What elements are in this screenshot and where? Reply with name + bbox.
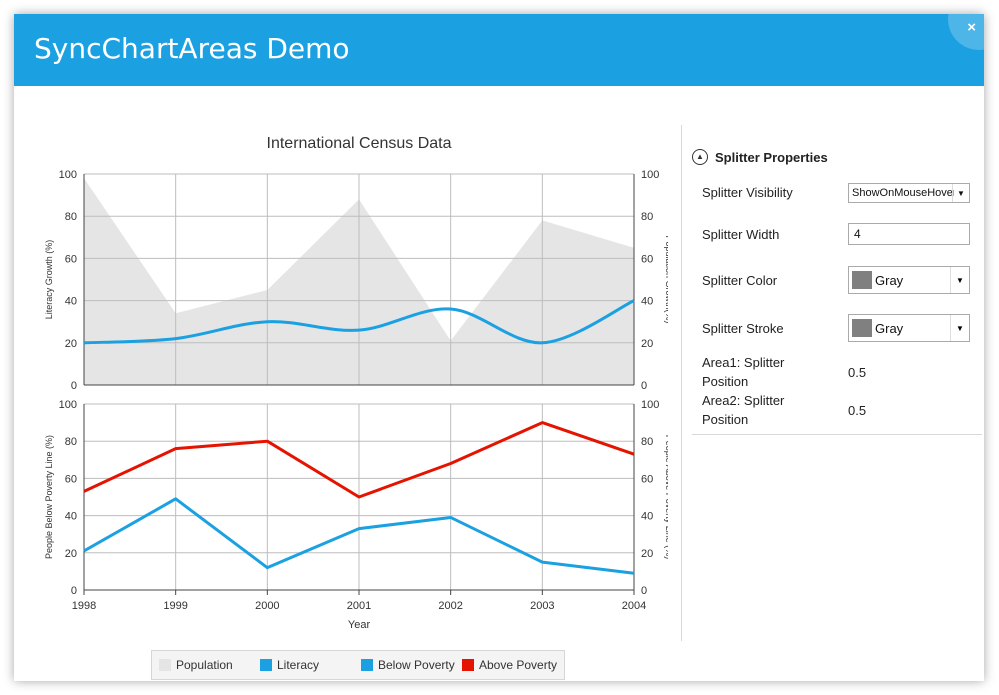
splitter-width-input[interactable]: 4 [848, 223, 970, 245]
splitter-stroke-label: Splitter Stroke [702, 321, 784, 336]
right-tick-label: 80 [641, 211, 653, 223]
panel-title: Splitter Properties [715, 149, 828, 165]
right-tick-label: 60 [641, 473, 653, 485]
below-poverty-series-line [83, 497, 635, 575]
splitter-stroke-picker[interactable]: Gray ▼ [848, 314, 970, 342]
chart-title: International Census Data [267, 135, 452, 152]
splitter-visibility-value: ShowOnMouseHover [852, 187, 954, 199]
x-tick-label: 2002 [438, 600, 462, 612]
census-chart: International Census Data 0 0 20 20 40 40 60 60 8… [44, 135, 668, 631]
splitter-color-label: Splitter Color [702, 273, 778, 288]
splitter-stroke-value: Gray [875, 321, 904, 336]
left-tick-label: 0 [71, 380, 77, 392]
chevron-up-icon[interactable]: ▲ [692, 149, 708, 165]
area2-splitter-position-value: 0.5 [848, 403, 867, 418]
color-swatch [852, 271, 872, 289]
splitter-visibility-combo[interactable]: ShowOnMouseHover ▼ [848, 183, 970, 203]
close-icon[interactable]: × [967, 19, 976, 36]
x-tick-label: 1999 [163, 600, 187, 612]
legend-swatch [260, 659, 272, 671]
dropdown-arrow-icon[interactable]: ▼ [952, 184, 969, 202]
dropdown-arrow-icon[interactable]: ▼ [950, 267, 969, 293]
legend-swatch [462, 659, 474, 671]
left-tick-label: 20 [65, 548, 77, 560]
left-tick-label: 80 [65, 436, 77, 448]
legend-swatch [361, 659, 373, 671]
legend-item-above-poverty[interactable]: Above Poverty [462, 658, 557, 672]
legend-label: Population [176, 658, 233, 672]
legend-label: Literacy [277, 658, 320, 672]
left-tick-label: 0 [71, 585, 77, 597]
dropdown-arrow-icon[interactable]: ▼ [950, 315, 969, 341]
legend-item-population[interactable]: Population [159, 658, 233, 672]
legend-label: Below Poverty [378, 658, 455, 672]
right-tick-label: 100 [641, 399, 659, 411]
x-tick-label: 2004 [622, 600, 646, 612]
left-tick-label: 100 [59, 169, 77, 181]
title-bar: SyncChartAreas Demo × [14, 14, 984, 86]
right-axis-title: Population Growth(%) [664, 235, 668, 323]
left-tick-label: 40 [65, 296, 77, 308]
color-swatch [852, 319, 872, 337]
right-tick-label: 20 [641, 338, 653, 350]
left-tick-label: 40 [65, 511, 77, 523]
legend-label: Above Poverty [479, 658, 558, 672]
x-tick-label: 1998 [72, 600, 96, 612]
right-axis-title: People Above Poverty Line (%) [664, 435, 668, 560]
panel-header[interactable]: ▲ Splitter Properties [692, 147, 828, 167]
left-tick-label: 60 [65, 253, 77, 265]
splitter-width-label: Splitter Width [702, 227, 780, 242]
demo-window: SyncChartAreas Demo × International Cens… [14, 14, 984, 681]
window-title: SyncChartAreas Demo [34, 32, 350, 65]
right-tick-label: 80 [641, 436, 653, 448]
close-button[interactable] [948, 14, 984, 50]
area1-splitter-position-label: Area1: Splitter Position [702, 355, 785, 389]
chart-legend: Population Literacy Below Poverty Above … [151, 650, 565, 680]
splitter-properties-panel: ▲ Splitter Properties Splitter Visibilit… [681, 125, 985, 641]
splitter-visibility-label: Splitter Visibility [702, 185, 793, 200]
x-axis-title: Year [348, 619, 371, 631]
left-tick-label: 60 [65, 473, 77, 485]
x-tick-label: 2000 [255, 600, 279, 612]
left-tick-label: 100 [59, 399, 77, 411]
right-tick-label: 40 [641, 511, 653, 523]
right-tick-label: 0 [641, 585, 647, 597]
splitter-color-value: Gray [875, 273, 904, 288]
left-axis-title: People Below Poverty Line (%) [44, 435, 54, 559]
right-tick-label: 20 [641, 548, 653, 560]
legend-item-literacy[interactable]: Literacy [260, 658, 319, 672]
x-tick-label: 2001 [347, 600, 371, 612]
area2-splitter-position-label: Area2: Splitter Position [702, 393, 785, 427]
above-poverty-series-line [83, 421, 635, 499]
right-tick-label: 0 [641, 380, 647, 392]
area1-splitter-position-value: 0.5 [848, 365, 867, 380]
splitter-color-picker[interactable]: Gray ▼ [848, 266, 970, 294]
legend-item-below-poverty[interactable]: Below Poverty [361, 658, 455, 672]
literacy-series-line [83, 299, 635, 345]
left-tick-label: 20 [65, 338, 77, 350]
left-axis-title: Literacy Growth (%) [44, 240, 54, 320]
x-tick-label: 2003 [530, 600, 554, 612]
panel-divider [692, 434, 982, 435]
right-tick-label: 60 [641, 253, 653, 265]
left-tick-label: 80 [65, 211, 77, 223]
right-tick-label: 100 [641, 169, 659, 181]
legend-swatch [159, 659, 171, 671]
right-tick-label: 40 [641, 296, 653, 308]
